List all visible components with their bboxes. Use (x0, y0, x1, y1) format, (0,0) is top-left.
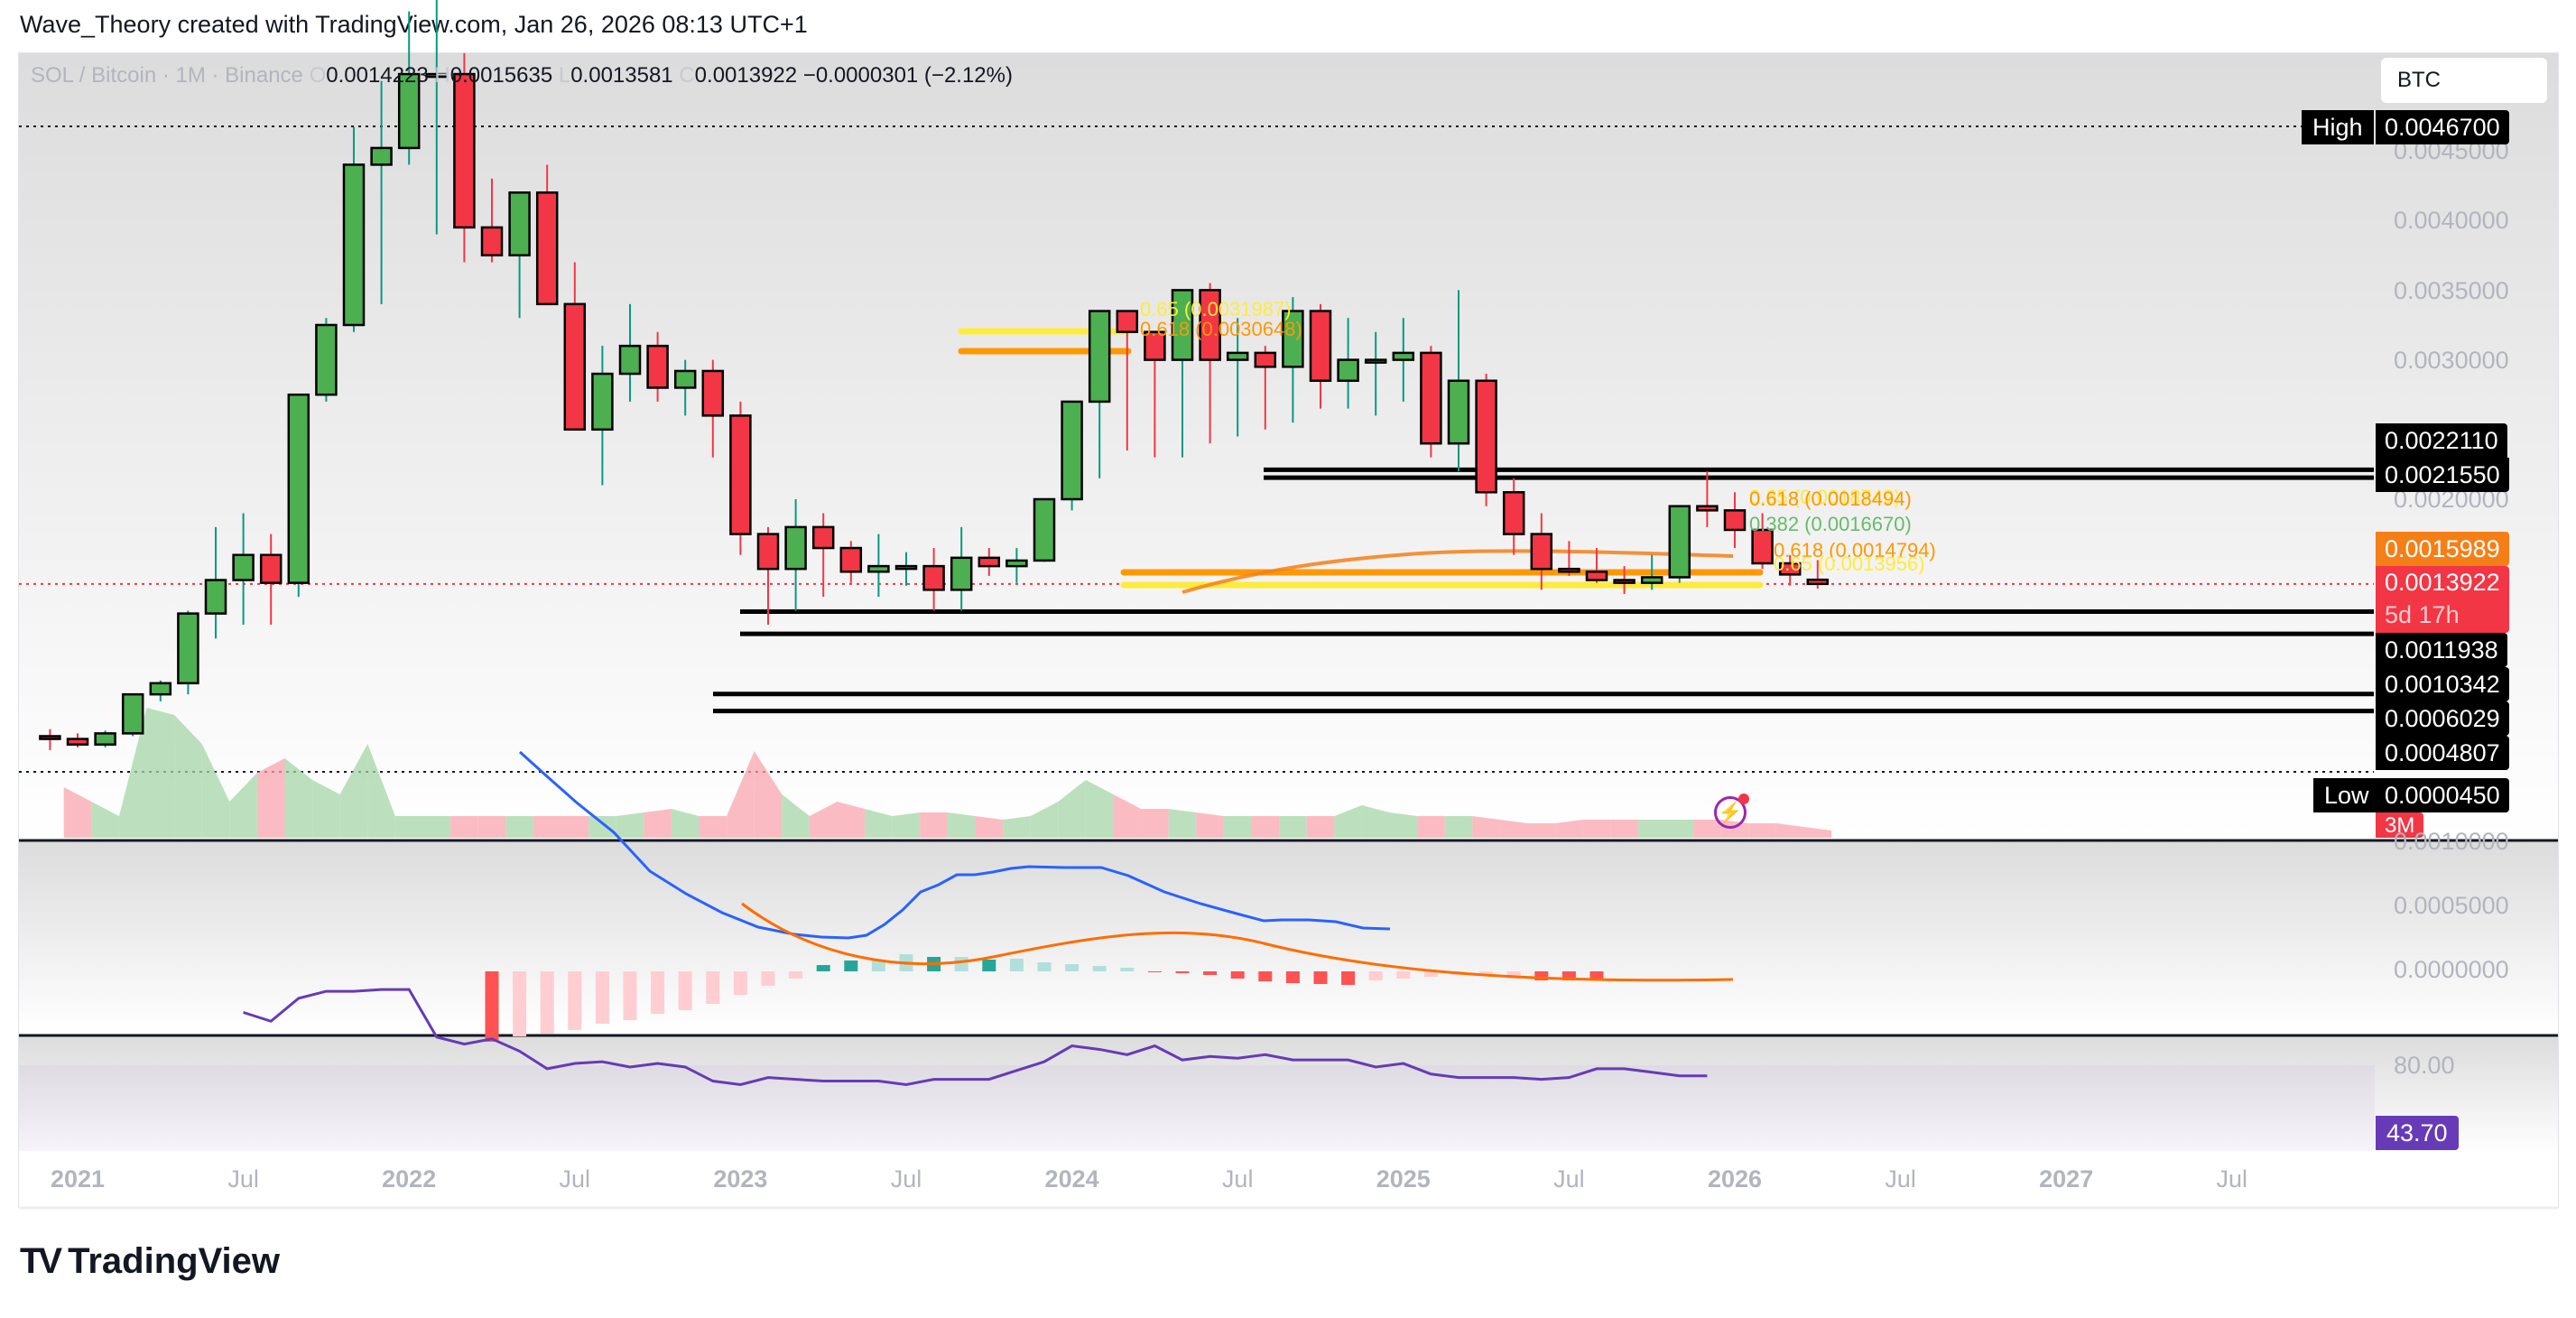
time-axis-label: 2023 (713, 1165, 768, 1193)
level-tag: 0.0004807 (2376, 736, 2509, 770)
time-axis-label: 2027 (2039, 1165, 2094, 1193)
symbol-name[interactable]: SOL / Bitcoin · 1M · Binance (31, 63, 303, 88)
fib-level-label: 0.65 (0.0013956) (1774, 552, 1925, 575)
change-value: −0.0000301 (−2.12%) (802, 63, 1013, 88)
alert-lightning-icon[interactable]: ⚡ (1714, 794, 1749, 829)
time-axis-label: Jul (2216, 1165, 2248, 1193)
level-tag: 0.0021550 (2376, 458, 2509, 492)
volume-tag: 3M (2376, 812, 2424, 838)
tradingview-logo: TV TradingView (20, 1241, 281, 1281)
time-axis-label: 2022 (382, 1165, 437, 1193)
rsi-value-tag: 43.70 (2376, 1116, 2459, 1150)
time-axis-label: 2021 (50, 1165, 106, 1193)
time-axis-label: 2024 (1044, 1165, 1099, 1193)
time-axis-label: Jul (1885, 1165, 1916, 1193)
close-value: 0.0013922 (694, 63, 798, 88)
price-tick: 0.0040000 (2394, 207, 2509, 234)
last-price-tag: 0.0013922 5d 17h (2376, 566, 2509, 633)
macd-tick: 0.0000000 (2394, 956, 2509, 983)
rsi-tick: 80.00 (2394, 1052, 2455, 1079)
high-value-tag: 0.0046700 (2376, 110, 2509, 144)
time-axis-label: Jul (559, 1165, 591, 1193)
high-label: High (2302, 110, 2374, 144)
low-value: 0.0013581 (570, 63, 673, 88)
time-axis-label: 2026 (1707, 1165, 1763, 1193)
fib-level-label: 0.618 (0.0030648) (1140, 318, 1302, 340)
level-tag: 0.0022110 (2376, 423, 2507, 458)
fib-level-label: 0.65 (0.0018749) (1749, 486, 1901, 508)
open-value: 0.0014223 (326, 63, 429, 88)
time-axis-label: Jul (227, 1165, 259, 1193)
symbol-legend: SOL / Bitcoin · 1M · Binance O0.0014223 … (31, 63, 1013, 88)
attribution-header: Wave_Theory created with TradingView.com… (20, 11, 808, 38)
low-value-tag: 0.0000450 (2376, 778, 2509, 812)
time-axis-label: Jul (1553, 1165, 1585, 1193)
level-tag: 0.0006029 (2376, 701, 2509, 736)
price-tick: 0.0030000 (2394, 347, 2509, 374)
level-tag: 0.0010342 (2376, 667, 2509, 701)
fib-level-label: 0.382 (0.0016670) (1749, 513, 1912, 535)
ma-tag: 0.0015989 (2376, 532, 2509, 566)
fib-level-label: 0.618 (0.0014794) (1774, 539, 1936, 562)
price-tick: 0.0035000 (2394, 277, 2509, 304)
fib-level-label: 0.65 (0.0031987) (1140, 298, 1292, 320)
level-tag: 0.0011938 (2376, 633, 2507, 667)
high-value: 0.0015635 (449, 63, 553, 88)
fib-level-label: 0.618 (0.0018494) (1749, 487, 1912, 510)
currency-button[interactable]: BTC (2381, 58, 2547, 103)
macd-tick: 0.0005000 (2394, 892, 2509, 919)
macd-tick: 0.0010000 (2394, 828, 2509, 855)
time-axis-label: 2025 (1376, 1165, 1431, 1193)
low-label: Low (2313, 778, 2380, 812)
countdown: 5d 17h (2385, 601, 2460, 628)
time-axis-label: Jul (1221, 1165, 1254, 1193)
notification-dot (1738, 794, 1749, 804)
tradingview-mark-icon: TV (20, 1241, 62, 1281)
time-axis-label: Jul (890, 1165, 922, 1193)
